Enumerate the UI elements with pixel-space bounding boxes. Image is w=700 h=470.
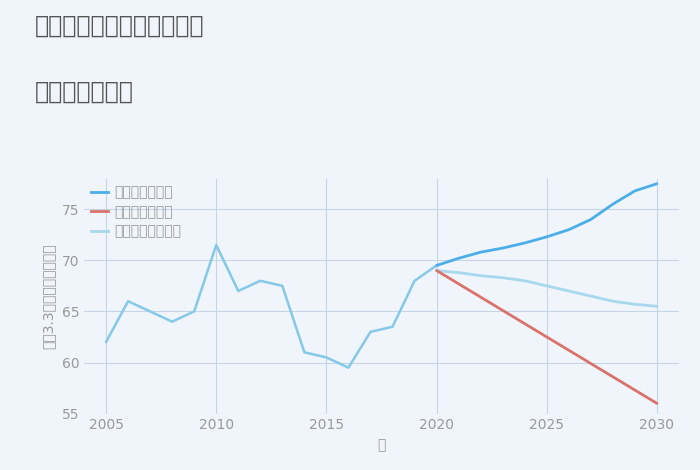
X-axis label: 年: 年 <box>377 438 386 452</box>
Text: 愛知県名古屋市南区鳥栖の: 愛知県名古屋市南区鳥栖の <box>35 14 204 38</box>
Text: 土地の価格推移: 土地の価格推移 <box>35 80 134 104</box>
Legend: グッドシナリオ, バッドシナリオ, ノーマルシナリオ: グッドシナリオ, バッドシナリオ, ノーマルシナリオ <box>91 186 181 239</box>
Y-axis label: 坪（3.3㎡）単価（万円）: 坪（3.3㎡）単価（万円） <box>42 243 56 349</box>
